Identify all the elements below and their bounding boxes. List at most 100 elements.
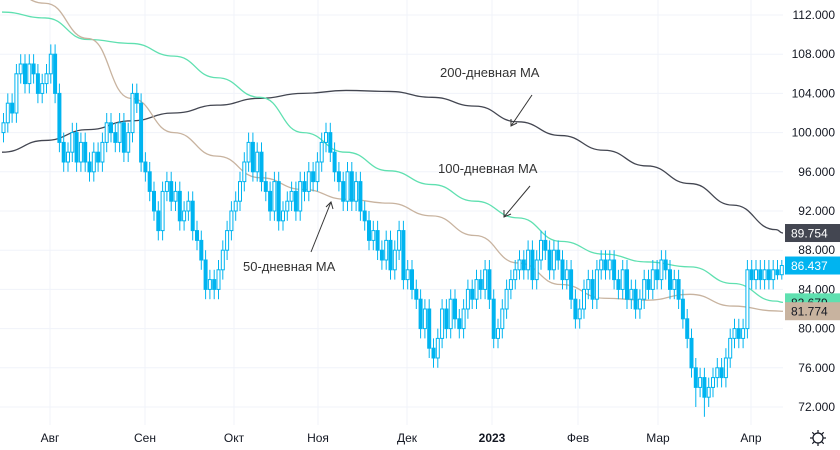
- candle-body-up: [315, 161, 320, 183]
- candle: [590, 269, 595, 309]
- candle-body-down: [276, 181, 281, 222]
- candle-body-up: [384, 239, 389, 261]
- candle-body-down: [134, 92, 139, 104]
- x-tick-label: Фев: [567, 431, 589, 445]
- candle: [676, 269, 681, 309]
- candle-body-down: [487, 269, 492, 300]
- candle: [766, 260, 771, 290]
- value-badge: [785, 256, 840, 275]
- candle-body-up: [91, 151, 96, 173]
- candle-body-up: [397, 230, 402, 251]
- candle: [745, 260, 750, 339]
- time-axis[interactable]: Авг Сен Окт Ноя Дек 2023 Фев Мар Апр: [41, 431, 762, 445]
- candle: [754, 260, 758, 290]
- candle: [336, 162, 341, 192]
- candle: [61, 132, 66, 172]
- candle: [40, 73, 45, 104]
- candle-body-up: [741, 328, 746, 339]
- candle: [388, 230, 393, 280]
- candle: [474, 269, 479, 309]
- candle-body-up: [40, 83, 45, 94]
- candle-body-up: [517, 259, 522, 271]
- candle: [23, 54, 27, 94]
- candle: [255, 142, 260, 182]
- candle-body-up: [715, 367, 720, 379]
- candle-body-down: [676, 279, 681, 300]
- candle: [448, 289, 453, 339]
- candle: [478, 269, 483, 300]
- candle: [534, 250, 539, 290]
- candle-body-down: [367, 220, 371, 241]
- x-tick-label: Мар: [646, 431, 670, 445]
- candle-body-up: [242, 161, 247, 183]
- candle: [293, 181, 298, 221]
- annotation-100-ma: 100-дневная МА: [438, 161, 538, 176]
- candle: [521, 250, 526, 280]
- candle-body-down: [177, 190, 182, 222]
- candle-body-down: [31, 63, 36, 75]
- candle: [44, 64, 49, 94]
- candle-body-down: [349, 171, 354, 202]
- candle-body-up: [779, 265, 784, 276]
- candle-body-down: [53, 53, 58, 94]
- candle-body-up: [465, 288, 470, 310]
- candle-body-down: [444, 308, 449, 330]
- candle-body-down: [96, 151, 101, 163]
- candle: [599, 250, 604, 280]
- candle: [268, 181, 273, 221]
- candle-body-up: [723, 357, 728, 379]
- candle: [319, 132, 324, 172]
- candle: [203, 250, 208, 300]
- candle: [586, 269, 591, 300]
- candle: [461, 299, 466, 339]
- candle: [70, 122, 75, 162]
- y-tick-label: 72.000: [798, 400, 835, 414]
- candle-body-down: [418, 298, 423, 330]
- candle: [680, 289, 685, 329]
- candle: [10, 93, 15, 123]
- candle-body-down: [616, 279, 621, 290]
- candle: [66, 142, 70, 172]
- candle: [693, 358, 698, 407]
- candle-body-up: [298, 181, 303, 212]
- candle: [182, 201, 187, 231]
- value-badge: [785, 224, 840, 243]
- candle-body-down: [23, 63, 27, 85]
- candle-body-down: [113, 132, 118, 143]
- candle-body-up: [577, 308, 582, 320]
- price-axis[interactable]: 112.000 108.000 104.000 100.000 96.000 92.000…: [792, 8, 836, 414]
- arrow-200-ma: [510, 94, 533, 127]
- candle: [668, 260, 672, 300]
- candle: [779, 260, 784, 280]
- candle: [414, 279, 419, 309]
- candle: [311, 162, 316, 192]
- candle-body-up: [117, 122, 122, 143]
- candle-body-up: [306, 171, 311, 192]
- candle-body-down: [427, 308, 432, 349]
- candle: [405, 260, 410, 290]
- candle-body-up: [345, 171, 350, 202]
- candle-body-up: [272, 181, 277, 212]
- candle: [78, 132, 83, 172]
- candle: [259, 142, 264, 192]
- candle: [741, 318, 746, 349]
- candle: [281, 201, 285, 231]
- gear-icon[interactable]: [810, 430, 826, 446]
- candle: [349, 162, 354, 211]
- candle-body-up: [238, 181, 242, 202]
- candle: [427, 299, 432, 358]
- candle: [18, 54, 23, 84]
- candle: [199, 230, 204, 270]
- candle-body-down: [293, 190, 298, 212]
- candle-body-up: [461, 308, 466, 330]
- candle: [362, 201, 367, 231]
- candle-body-up: [126, 132, 131, 153]
- candle-body-down: [719, 367, 724, 379]
- candle-body-down: [766, 269, 771, 281]
- y-tick-label: 92.000: [798, 204, 835, 218]
- candle: [483, 260, 488, 300]
- candle: [143, 152, 148, 182]
- candle: [164, 171, 169, 202]
- candle: [126, 122, 131, 162]
